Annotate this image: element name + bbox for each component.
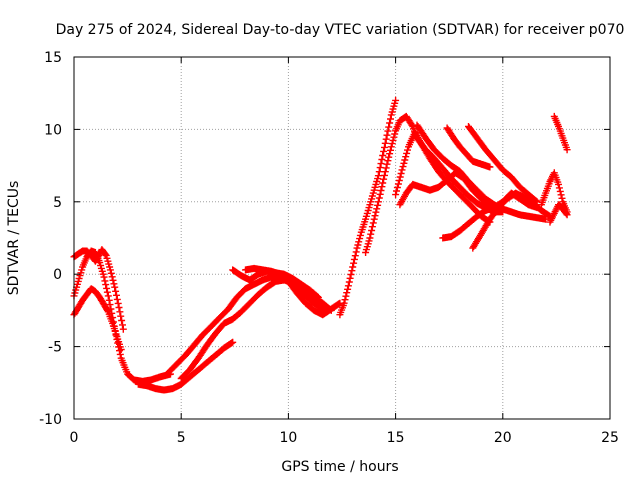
x-tick-label: 10 xyxy=(279,430,297,446)
grid-lines xyxy=(74,57,610,419)
x-tick-label: 20 xyxy=(494,430,512,446)
chart-title: Day 275 of 2024, Sidereal Day-to-day VTE… xyxy=(56,22,625,38)
series-track-t xyxy=(546,201,571,226)
y-axis-label: SDTVAR / TECUs xyxy=(6,181,22,296)
series-track-r xyxy=(537,169,571,216)
plus-markers xyxy=(443,124,494,171)
series-track-q xyxy=(469,189,554,252)
series-track-m xyxy=(443,124,494,171)
plus-markers xyxy=(336,96,400,319)
plot-frame xyxy=(73,56,611,420)
plus-markers xyxy=(242,264,344,319)
data-markers xyxy=(70,96,571,394)
series-track-h xyxy=(242,264,344,319)
tick-labels: 0 5 10 15 20 25 -10 -5 0 5 10 15 xyxy=(39,50,619,446)
series-track-l xyxy=(396,169,502,212)
plus-markers xyxy=(469,189,554,252)
series-track-j xyxy=(362,112,507,256)
series-track-i xyxy=(336,96,400,319)
plus-markers xyxy=(546,201,571,226)
y-tick-label: 10 xyxy=(44,122,62,138)
x-tick-label: 25 xyxy=(601,430,619,446)
plus-markers xyxy=(550,112,571,154)
series-track-o xyxy=(465,123,541,206)
series-track-n xyxy=(413,121,550,223)
y-tick-label: -10 xyxy=(39,412,62,428)
y-tick-label: -5 xyxy=(48,340,62,356)
plus-markers xyxy=(396,169,502,212)
series-track-s xyxy=(550,112,571,154)
plus-markers xyxy=(134,338,237,394)
y-tick-label: 5 xyxy=(53,195,62,211)
x-tick-label: 5 xyxy=(177,430,186,446)
x-tick-label: 15 xyxy=(387,430,405,446)
plus-markers xyxy=(465,123,541,206)
y-tick-label: 15 xyxy=(44,50,62,66)
plus-markers xyxy=(537,169,571,216)
y-tick-label: 0 xyxy=(53,267,62,283)
plus-markers xyxy=(362,112,507,256)
series-track-d xyxy=(134,338,237,394)
x-axis-label: GPS time / hours xyxy=(281,459,398,475)
x-tick-label: 0 xyxy=(70,430,79,446)
plus-markers xyxy=(413,121,550,223)
